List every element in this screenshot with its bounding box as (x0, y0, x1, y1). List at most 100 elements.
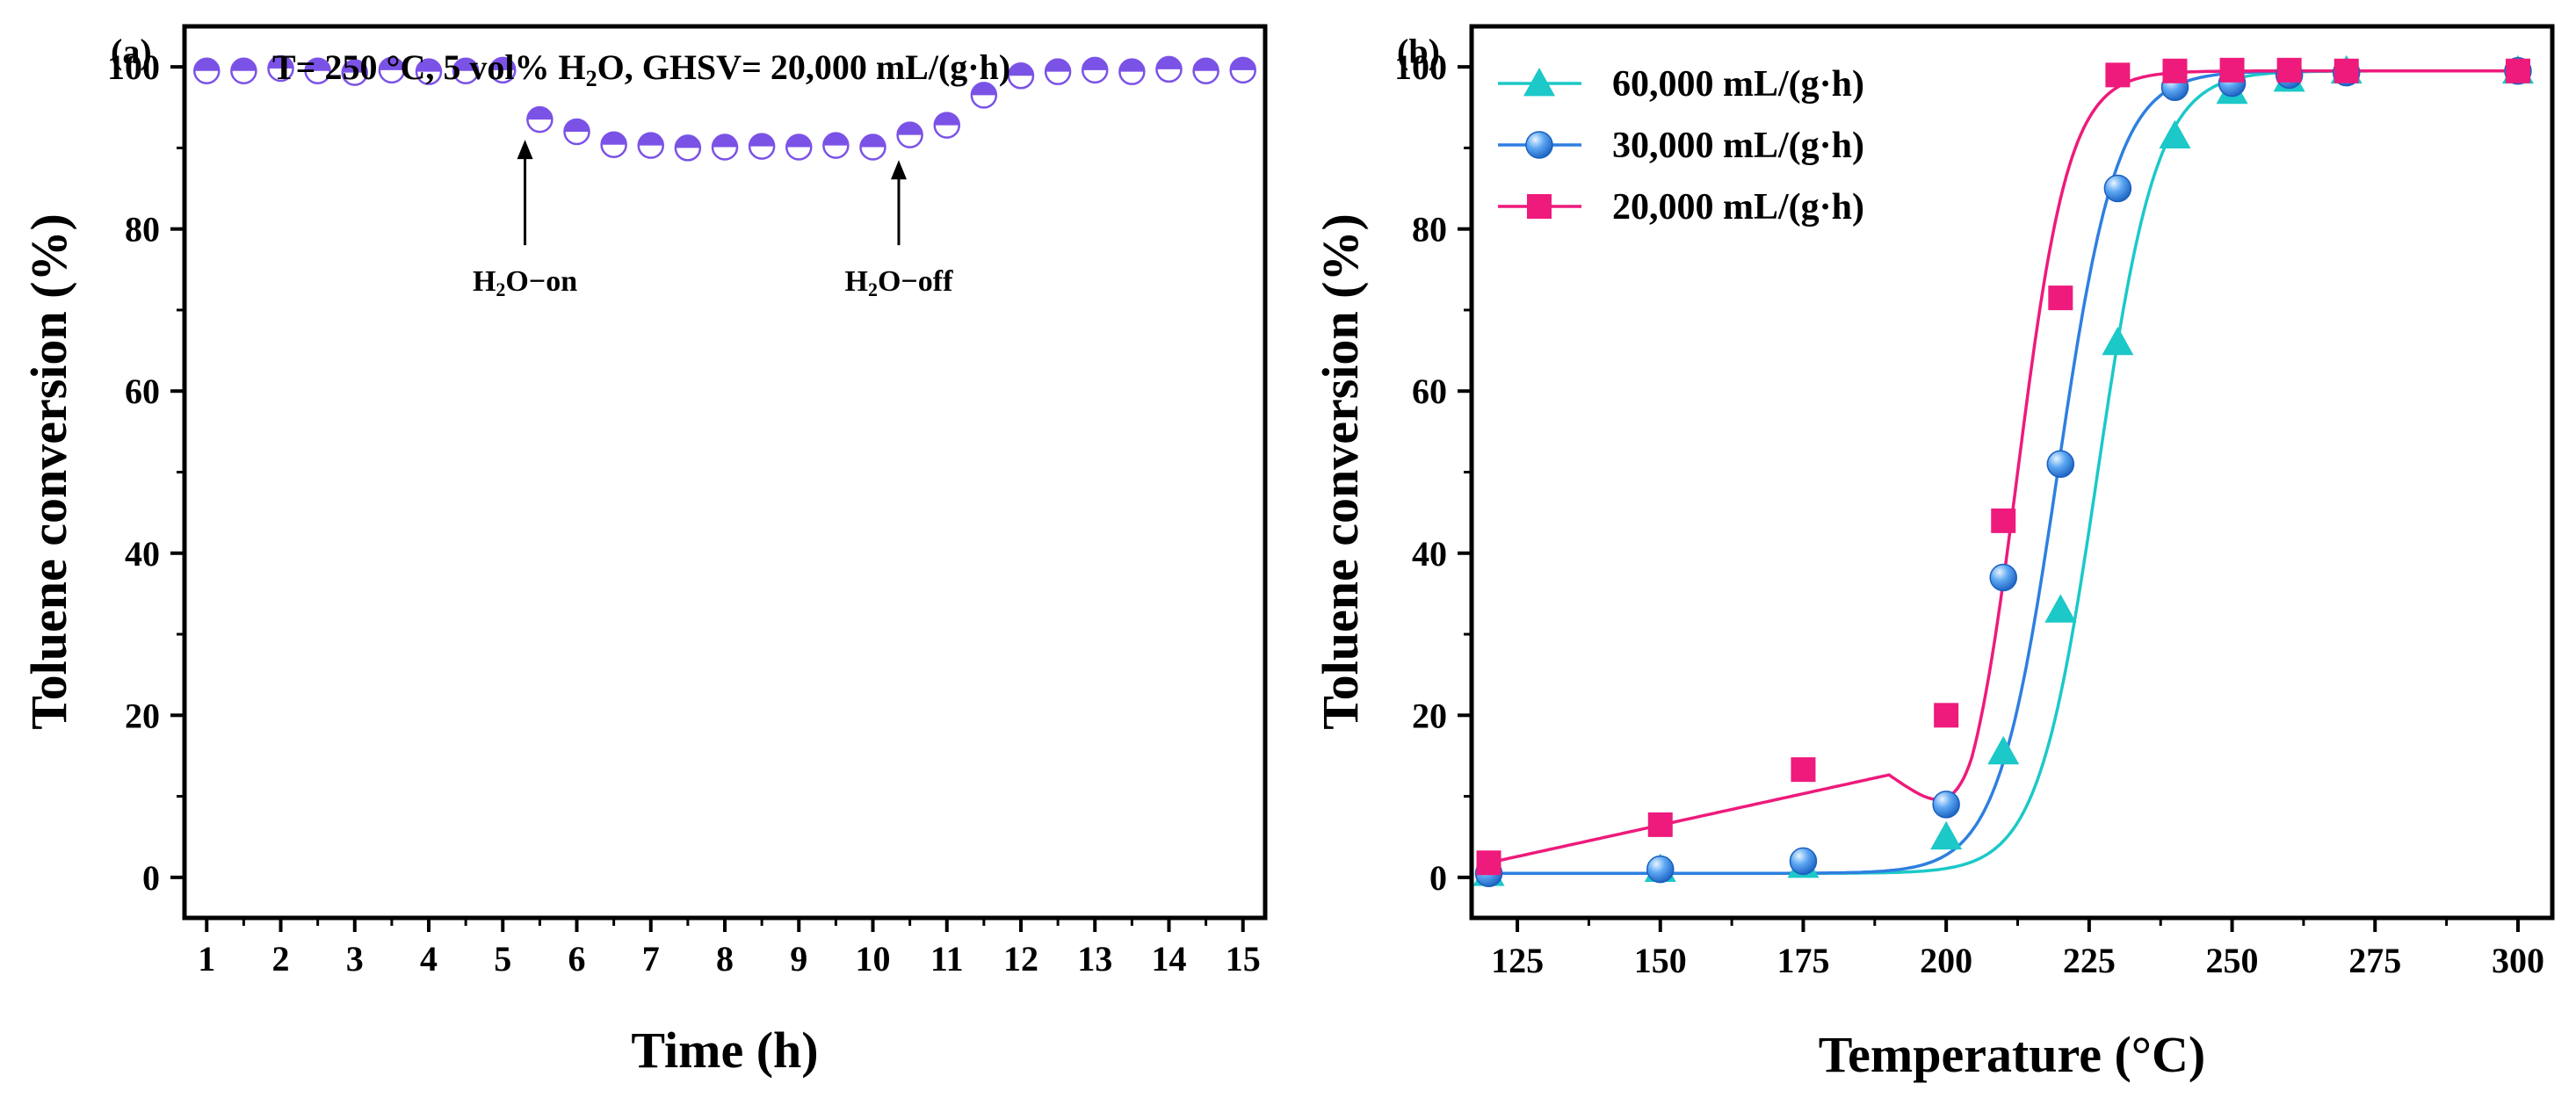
panel-a-data-point (230, 57, 257, 84)
panel-a-x-axis-title: Time (h) (631, 1022, 818, 1079)
panel-a-data-point (1118, 58, 1146, 85)
panel-a-y-tick-label: 100 (107, 47, 160, 87)
panel-a-x-tick-label: 1 (198, 939, 215, 979)
panel-a-y-tick-label: 40 (125, 534, 160, 574)
panel-a-data-point (970, 82, 998, 109)
panel-a-arrow (890, 160, 907, 246)
panel-a-y-tick-label: 0 (142, 858, 160, 898)
panel-a-data-point (896, 121, 923, 148)
panel-b-data-point (1789, 847, 1818, 876)
panel-b-x-tick-label: 175 (1776, 941, 1829, 980)
panel-a-x-tick-label: 6 (568, 939, 586, 979)
panel-b-x-tick-label: 275 (2348, 941, 2401, 980)
panel-a-data-point (711, 134, 739, 161)
panel-a-data-point (378, 56, 406, 84)
panel-a-x-tick-label: 14 (1151, 939, 1186, 979)
legend-entry: 30,000 mL/(g·h) (1498, 126, 1864, 166)
panel-a-data-point (748, 133, 776, 160)
panel-b-data-point (1987, 735, 2020, 765)
panel-b-chart: 125 150 175 200 225 250 275 300 0 20 40 60 80 100 (b)… (1312, 24, 2555, 1083)
panel-b-data-point (1476, 850, 1501, 876)
panel-b-data-point (1646, 855, 1675, 884)
panel-a-data-point (822, 132, 850, 159)
panel-a-data-point (1007, 62, 1035, 90)
panel-a-y-tick-label: 20 (125, 696, 160, 735)
panel-b-data-point (1934, 703, 1959, 728)
panel-b-data-point (1791, 757, 1816, 783)
legend-label: 20,000 mL/(g·h) (1612, 187, 1864, 228)
panel-b-data-point (2505, 58, 2530, 83)
panel-b-x-tick-label: 200 (1920, 941, 1972, 980)
panel-a-data-point (193, 57, 221, 84)
panel-a-data-point (489, 56, 517, 84)
panel-b-x-tick-label: 150 (1634, 941, 1687, 980)
panel-b-y-tick-label: 40 (1412, 534, 1447, 574)
panel-b-data-point (2105, 62, 2131, 88)
panel-a-data-point (1192, 57, 1219, 84)
panel-a-x-tick-label: 11 (930, 939, 964, 979)
panel-b-data-point (1989, 563, 2017, 592)
panel-a-data-point (304, 57, 331, 84)
panel-a-data-point (600, 131, 627, 158)
panel-a-x-tick-label: 8 (716, 939, 734, 979)
legend-entry: 60,000 mL/(g·h) (1498, 64, 1864, 105)
panel-a-x-tick-label: 7 (642, 939, 660, 979)
panel-b-data-point (1991, 508, 2016, 533)
panel-b-label: (b) (1397, 32, 1440, 71)
panel-b-data-point (2162, 58, 2188, 83)
panel-b-data-point (2219, 57, 2245, 83)
panel-a-x-tick-label: 10 (855, 939, 890, 979)
panel-b-data-point (2159, 119, 2191, 148)
panel-b-y-tick-label: 80 (1412, 210, 1447, 249)
panel-b-x-axis-title: Temperature (°C) (1819, 1026, 2205, 1083)
panel-a-x-tick-label: 15 (1226, 939, 1261, 979)
panel-a-arrow (517, 140, 533, 246)
panel-a-data-point (1081, 56, 1109, 84)
panel-a-x-tick-label: 3 (346, 939, 364, 979)
legend-marker (1523, 68, 1555, 97)
panel-b-y-tick-label: 0 (1429, 858, 1447, 898)
panel-a-frame (182, 24, 1268, 921)
legend-entry: 20,000 mL/(g·h) (1498, 187, 1864, 228)
panel-a-x-tick-label: 9 (790, 939, 807, 979)
panel-a-arrow-label: H2O−off (845, 265, 954, 300)
panel-a-data-point (1229, 56, 1256, 84)
legend-marker (1525, 131, 1553, 159)
panel-a-arrows: H2O−on H2O−off (473, 140, 953, 300)
panel-a-arrow-label: H2O−on (473, 265, 577, 300)
legend-label: 30,000 mL/(g·h) (1612, 126, 1864, 166)
panel-a-x-tick-label: 2 (272, 939, 290, 979)
panel-a-conditions-annotation: T= 250 °C, 5 vol% H2O, GHSV= 20,000 mL/(… (272, 47, 1010, 91)
panel-b-data-point (1647, 812, 1673, 837)
panel-b-data-point (2046, 450, 2075, 479)
legend-marker (1527, 194, 1552, 219)
panel-b-x-tick-label: 300 (2492, 941, 2544, 980)
panel-b-x-tick-label: 125 (1491, 941, 1544, 980)
panel-b-y-axis-title: Toluene conversion (%) (1312, 213, 1369, 730)
panel-a-data-point (859, 134, 886, 161)
panel-b-y-tick-label: 60 (1412, 372, 1447, 411)
panel-b-data-point (1930, 820, 1963, 850)
panel-a-data-point (452, 57, 480, 84)
panel-a-label: (a) (111, 32, 152, 71)
panel-b-frame (1469, 24, 2555, 921)
panel-a-data-point (1044, 58, 1072, 85)
panel-b-legend: 60,000 mL/(g·h) 30,000 mL/(g·h) 20,000 mL/… (1498, 64, 1864, 228)
panel-b-data-point (1932, 791, 1960, 819)
panel-a-data-points (193, 54, 1256, 162)
panel-a-data-point (341, 59, 369, 86)
panel-b-data-point (2103, 174, 2132, 203)
panel-b-data-point (2276, 57, 2302, 83)
panel-a-data-point (1155, 55, 1183, 83)
panel-a-y-axis-title: Toluene conversion (%) (20, 213, 77, 730)
panel-a-x-tick-label: 12 (1003, 939, 1038, 979)
panel-b-ticks: 125 150 175 200 225 250 275 300 0 20 40 60 80 100 (1394, 47, 2544, 980)
panel-b-y-tick-label: 20 (1412, 696, 1447, 735)
panel-a-x-tick-label: 5 (494, 939, 511, 979)
panel-a-data-point (933, 112, 960, 139)
panel-a-data-point (785, 134, 813, 161)
panel-a-y-tick-label: 80 (125, 210, 160, 249)
